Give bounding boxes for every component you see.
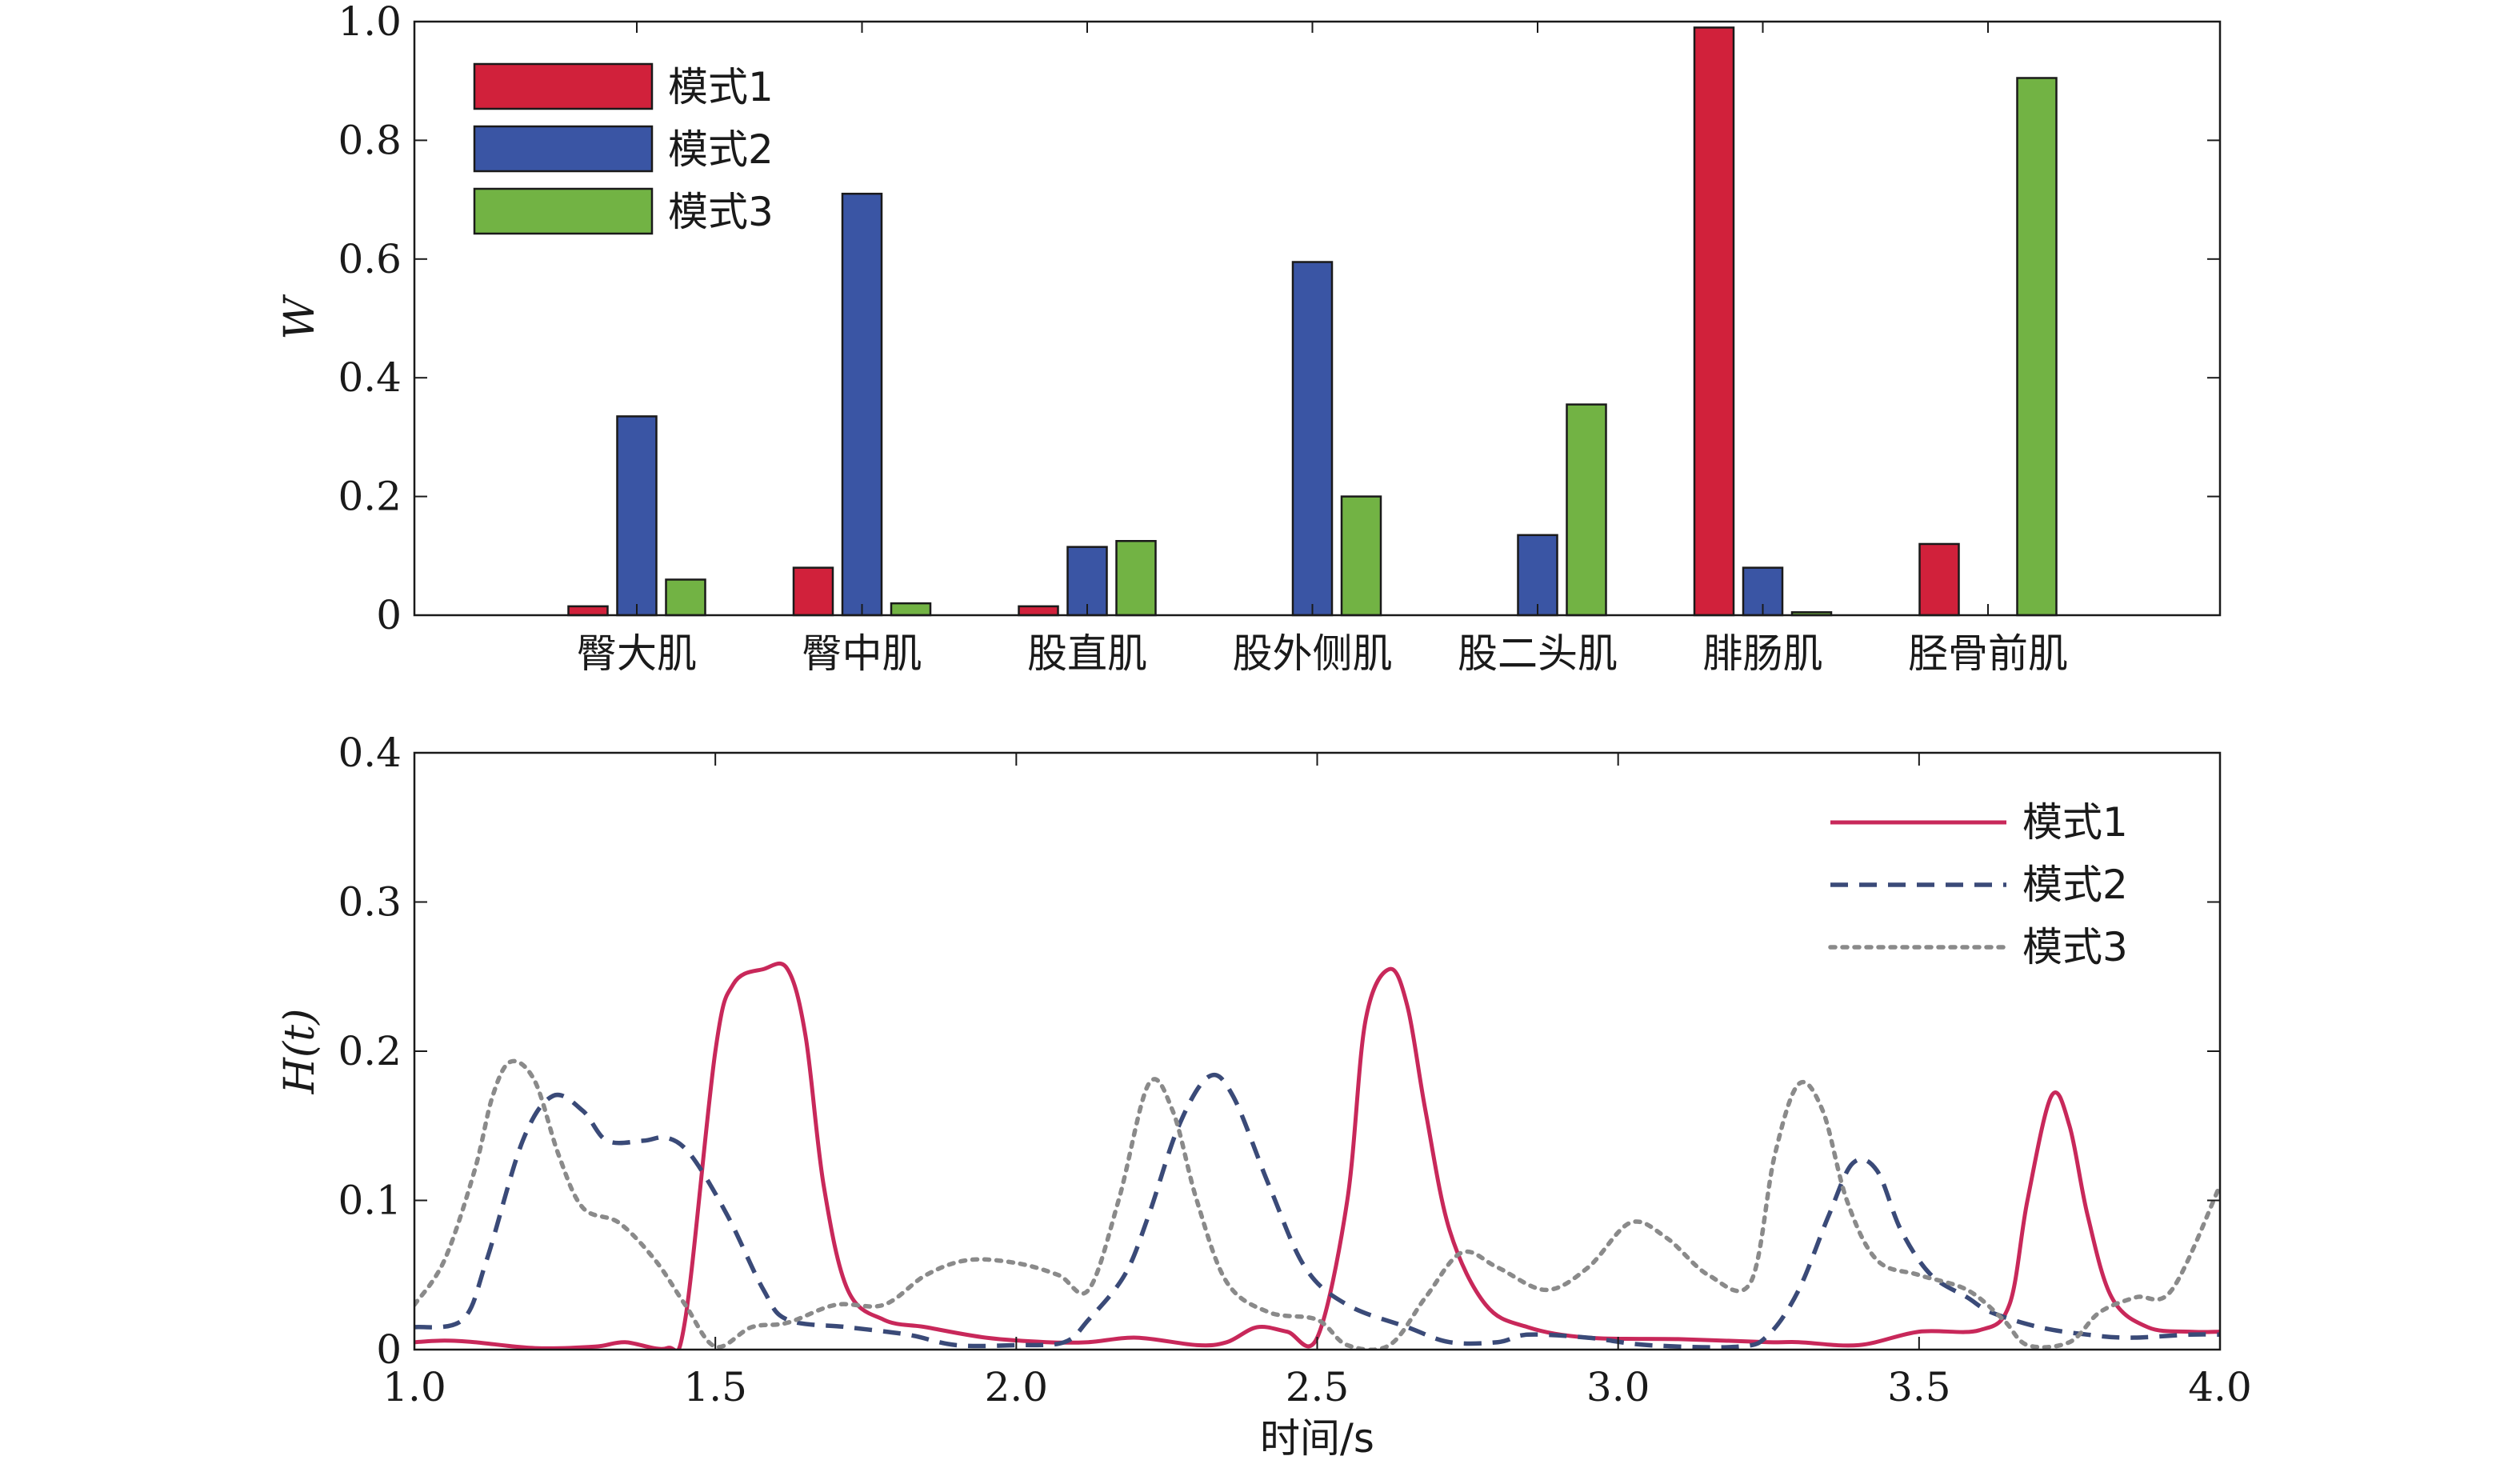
bar-2-5 <box>1517 534 1558 617</box>
plot-frame <box>413 751 2222 1351</box>
y-tick-label: 0.4 <box>338 730 402 776</box>
bar-3-5 <box>1566 403 1607 617</box>
series-line-3 <box>414 1058 2220 1350</box>
x-tick-label: 股二头肌 <box>1458 630 1618 677</box>
y-tick-label: 0.1 <box>338 1178 402 1224</box>
y-tick-label: 0.6 <box>338 236 402 282</box>
x-tick-label: 1.5 <box>683 1364 747 1410</box>
legend-label-3: 模式3 <box>668 189 774 235</box>
x-tick-label: 2.5 <box>1286 1364 1350 1410</box>
series-lines <box>414 961 2220 1350</box>
x-tick-label: 3.0 <box>1586 1364 1650 1410</box>
x-tick-label: 4.0 <box>2188 1364 2252 1410</box>
bar-3-1 <box>665 578 706 617</box>
x-tick-label: 股外侧肌 <box>1233 630 1393 677</box>
bar-3-4 <box>1340 495 1382 617</box>
bar-2-2 <box>841 192 883 617</box>
legend-label-1: 模式1 <box>2022 799 2128 846</box>
y-tick-label: 0.2 <box>338 474 402 520</box>
plot-area <box>414 753 2220 1350</box>
bar-chart-panel: 臀大肌 臀中肌 股直肌 股外侧肌 股二头肌 腓肠肌 胫骨前肌 0 0.2 0.4 0.6 0.8 1.0… <box>276 0 2222 677</box>
bar-3-2 <box>890 602 932 617</box>
bar-1-3 <box>1018 605 1059 617</box>
bar-2-1 <box>616 415 658 617</box>
legend-label-3: 模式3 <box>2022 924 2128 970</box>
x-tick-label: 臀中肌 <box>802 630 922 677</box>
legend-label-1: 模式1 <box>668 64 774 110</box>
legend: 模式1 模式2 模式3 <box>1828 799 2128 970</box>
x-tick-label: 3.5 <box>1887 1364 1951 1410</box>
legend-swatch-2 <box>473 125 654 173</box>
bar-1-7 <box>1918 542 1960 617</box>
bar-3-7 <box>2016 77 2058 617</box>
y-tick-label: 0 <box>376 592 402 638</box>
bar-3-3 <box>1115 540 1157 617</box>
y-tick-label: 0.3 <box>338 879 402 926</box>
y-axis-title: H(t) <box>276 1009 324 1095</box>
legend: 模式1 模式2 模式3 <box>473 62 774 235</box>
plot-frame <box>413 20 2222 617</box>
y-tick-label: 0.2 <box>338 1028 402 1074</box>
legend-swatch-1 <box>473 62 654 110</box>
legend-label-2: 模式2 <box>2022 862 2128 908</box>
y-tick-label: 0.8 <box>338 117 402 163</box>
x-tick-label: 股直肌 <box>1027 630 1147 677</box>
line-chart-panel: 1.0 1.5 2.0 2.5 3.0 3.5 4.0 0 0.1 0.2 0.3 0.4 H(t) 时间… <box>276 730 2252 1462</box>
y-tick-label: 0 <box>376 1326 402 1373</box>
legend-label-2: 模式2 <box>668 126 774 173</box>
bar-1-6 <box>1693 26 1735 617</box>
legend-swatch-3 <box>473 187 654 235</box>
x-tick-label: 2.0 <box>985 1364 1049 1410</box>
series-line-2 <box>414 1072 2220 1350</box>
bar-1-2 <box>792 566 834 617</box>
x-axis-title: 时间/s <box>1260 1415 1374 1462</box>
x-tick-label: 臀大肌 <box>577 630 697 677</box>
y-axis-title: W <box>276 294 324 340</box>
x-tick-label: 1.0 <box>382 1364 446 1410</box>
x-tick-label: 腓肠肌 <box>1703 630 1823 677</box>
y-tick-label: 1.0 <box>338 0 402 45</box>
y-tick-label: 0.4 <box>338 354 402 401</box>
bar-1-1 <box>567 605 609 617</box>
x-tick-label: 胫骨前肌 <box>1908 630 2068 677</box>
bar-2-4 <box>1291 261 1334 617</box>
